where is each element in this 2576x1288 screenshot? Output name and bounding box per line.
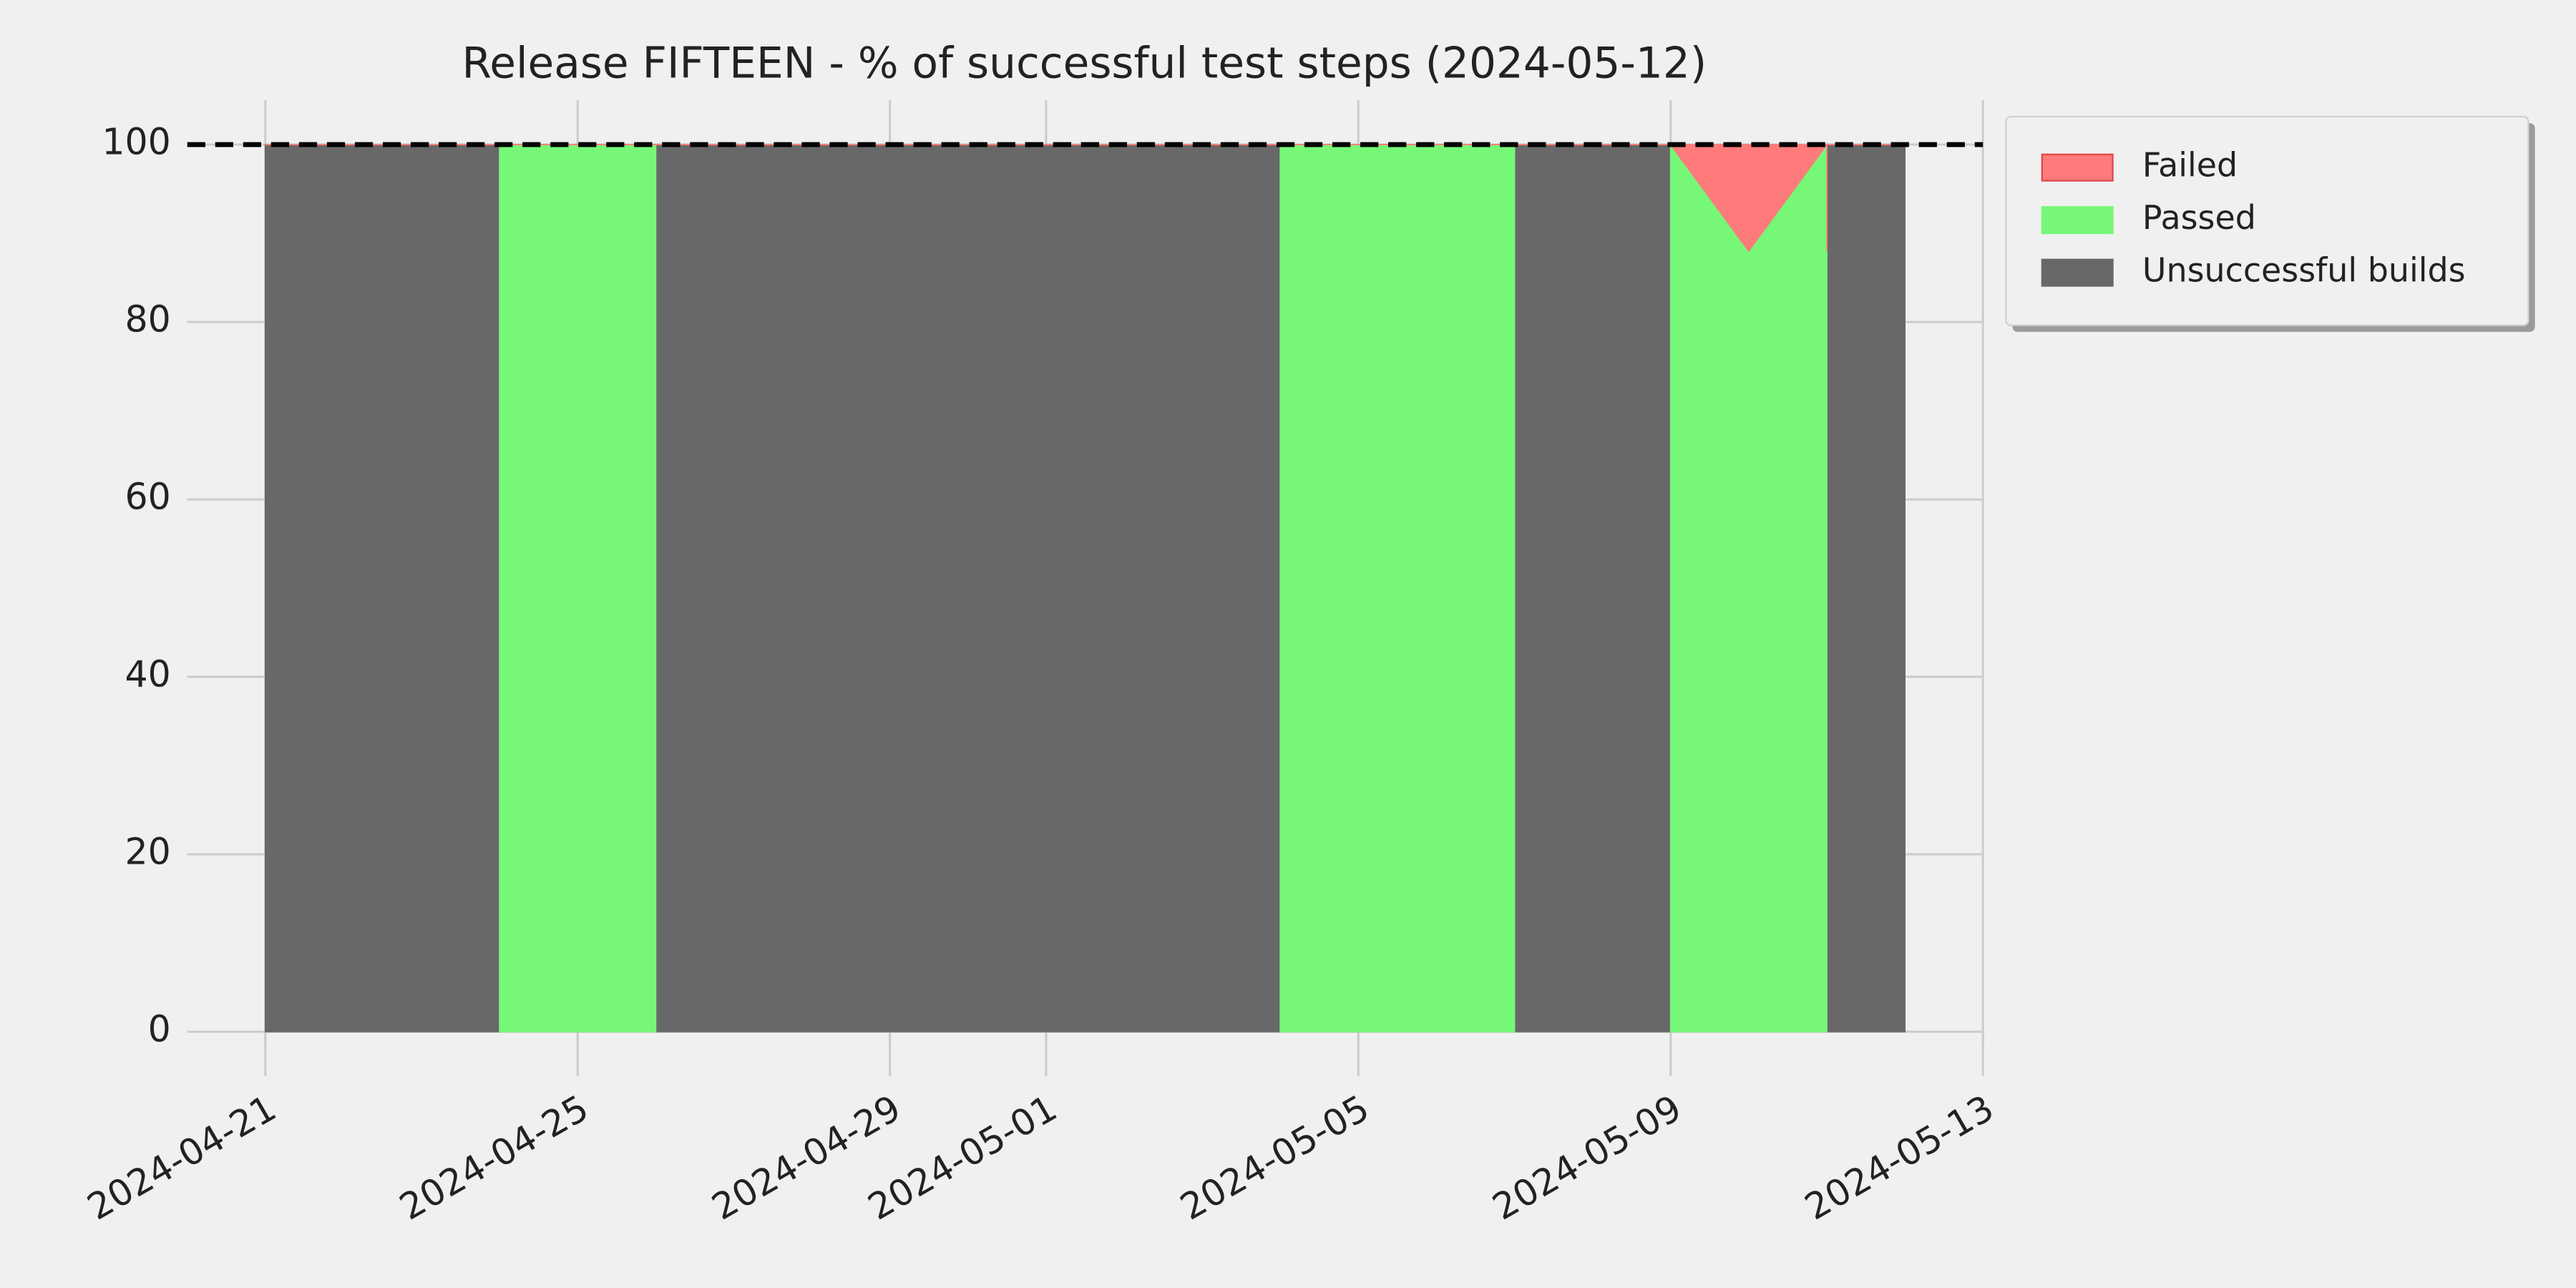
legend-swatch [2041,206,2114,235]
y-tick-label: 0 [148,1008,171,1050]
y-tick-label: 100 [102,121,170,163]
legend-box [2005,115,2529,326]
legend-swatch [2041,153,2114,182]
legend: Failed Passed Unsuccessful builds [2005,115,2535,332]
y-tick-label: 20 [125,830,171,872]
legend-swatch [2041,258,2114,287]
legend-label: Failed [2142,146,2238,185]
y-tick-label: 40 [125,653,171,695]
legend-label: Unsuccessful builds [2142,251,2466,290]
chart-title: Release FIFTEEN - % of successful test s… [462,39,1707,88]
y-tick-label: 60 [125,475,171,517]
y-tick-label: 80 [125,298,171,341]
legend-label: Passed [2142,198,2256,237]
